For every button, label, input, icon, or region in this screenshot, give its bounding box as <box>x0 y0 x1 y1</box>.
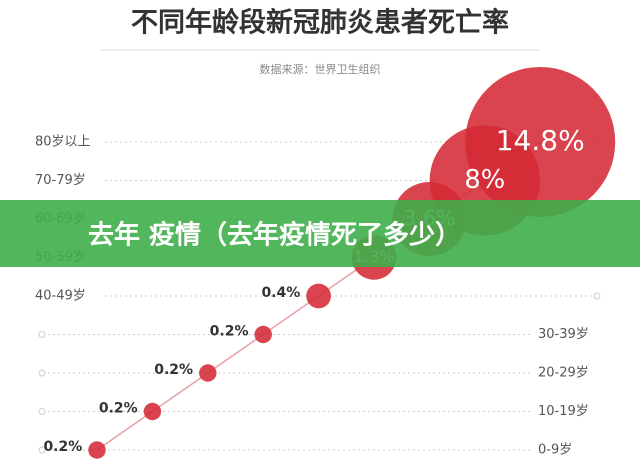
data-label: 0.2% <box>99 401 138 417</box>
guide-end <box>38 446 46 454</box>
bubble <box>88 441 106 459</box>
bubble <box>306 283 331 309</box>
chart-subtitle: 数据来源：世界卫生组织 <box>260 62 381 76</box>
guide-end <box>38 331 46 338</box>
category-label: 30-39岁 <box>538 327 589 342</box>
data-label: 0.2% <box>43 439 82 455</box>
guide-end <box>38 408 46 415</box>
banner-text: 去年 疫情（去年疫情死了多少） <box>88 220 461 251</box>
guide-end <box>38 369 46 377</box>
category-label: 40-49岁 <box>35 289 86 304</box>
category-label: 80岁以上 <box>35 135 91 150</box>
bubble <box>143 402 162 421</box>
category-label: 0-9岁 <box>538 443 572 458</box>
bubble <box>254 325 272 344</box>
bubble <box>465 66 616 218</box>
banner <box>0 200 640 267</box>
data-label: 0.4% <box>261 285 300 301</box>
data-label: 0.2% <box>210 324 249 340</box>
data-label: 14.8% <box>496 124 585 157</box>
category-label: 70-79岁 <box>35 173 86 188</box>
category-label: 10-19岁 <box>538 404 589 419</box>
bubble <box>199 364 217 382</box>
category-label: 20-29岁 <box>538 366 589 381</box>
data-label: 8% <box>464 165 505 195</box>
chart-title: 不同年龄段新冠肺炎患者死亡率 <box>131 7 509 39</box>
data-label: 0.2% <box>154 362 193 378</box>
guide-end <box>593 292 601 300</box>
